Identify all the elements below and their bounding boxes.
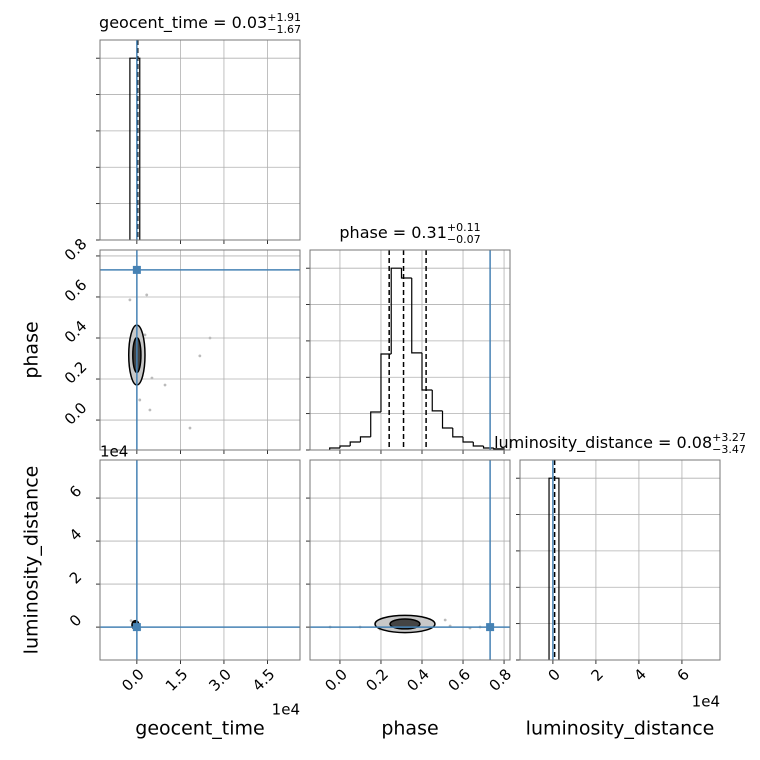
title-main: phase = 0.31 xyxy=(339,223,446,242)
histogram-step xyxy=(400,268,412,279)
histogram-step xyxy=(390,267,402,354)
pair-panel xyxy=(310,460,510,660)
title-main: geocent_time = 0.03 xyxy=(99,13,267,33)
sample-point xyxy=(188,426,192,430)
truth-marker xyxy=(486,623,495,632)
panel-frame xyxy=(309,249,511,451)
title-main: luminosity_distance = 0.08 xyxy=(494,433,712,453)
histogram-step xyxy=(431,390,443,412)
sample-point xyxy=(163,383,167,387)
title-plus: +0.11 xyxy=(447,221,481,234)
y-offset-text: 1e4 xyxy=(100,443,128,461)
histogram-step xyxy=(380,353,392,412)
histogram-step xyxy=(452,428,464,438)
histogram-step xyxy=(129,57,141,240)
y-axis-label: luminosity_distance xyxy=(21,466,43,655)
histogram-step xyxy=(493,448,505,450)
sample-point xyxy=(150,376,154,380)
histogram-panel xyxy=(310,250,510,450)
title-plus: +1.91 xyxy=(267,11,301,24)
title-minus: −0.07 xyxy=(447,233,481,246)
sample-point xyxy=(129,619,133,623)
panel-frame xyxy=(99,249,301,451)
histogram-step xyxy=(441,410,453,429)
histogram-step xyxy=(462,436,474,443)
histogram-step xyxy=(329,447,340,450)
sample-point xyxy=(138,398,142,402)
x-offset-text: 1e4 xyxy=(272,701,300,719)
sample-point xyxy=(443,618,447,622)
histogram-step xyxy=(411,278,422,354)
x-axis-label: phase xyxy=(381,718,438,740)
panel-title: geocent_time = 0.03+1.91 −1.67 xyxy=(99,11,301,36)
x-axis-label: geocent_time xyxy=(135,718,264,740)
panel-title: phase = 0.31+0.11 −0.07 xyxy=(339,221,480,246)
sample-point xyxy=(128,298,132,302)
x-offset-text: 1e4 xyxy=(692,693,720,711)
panel-title: luminosity_distance = 0.08+3.27 −3.47 xyxy=(494,431,746,456)
histogram-step xyxy=(359,436,371,442)
truth-marker xyxy=(132,623,141,632)
title-plus: +3.27 xyxy=(712,431,746,444)
histogram-panel xyxy=(100,40,300,240)
sample-point xyxy=(198,354,202,358)
panel-frame xyxy=(309,459,511,661)
y-axis-label: phase xyxy=(21,321,43,378)
sample-point xyxy=(208,336,212,340)
pair-panel xyxy=(100,250,300,450)
histogram-step xyxy=(349,441,361,446)
panel-frame xyxy=(99,459,301,661)
histogram-step xyxy=(421,352,433,391)
x-axis-label: luminosity_distance xyxy=(526,718,715,740)
histogram-step xyxy=(370,411,381,437)
panel-frame xyxy=(519,459,721,661)
title-minus: −1.67 xyxy=(267,23,301,36)
histogram-step xyxy=(472,442,484,447)
truth-marker xyxy=(132,265,141,274)
histogram-panel xyxy=(520,460,720,660)
sample-point xyxy=(148,408,152,412)
sample-point xyxy=(145,293,149,297)
title-minus: −3.47 xyxy=(712,443,746,456)
sample-point xyxy=(143,333,147,337)
panel-frame xyxy=(99,39,301,241)
histogram-step xyxy=(339,445,351,448)
